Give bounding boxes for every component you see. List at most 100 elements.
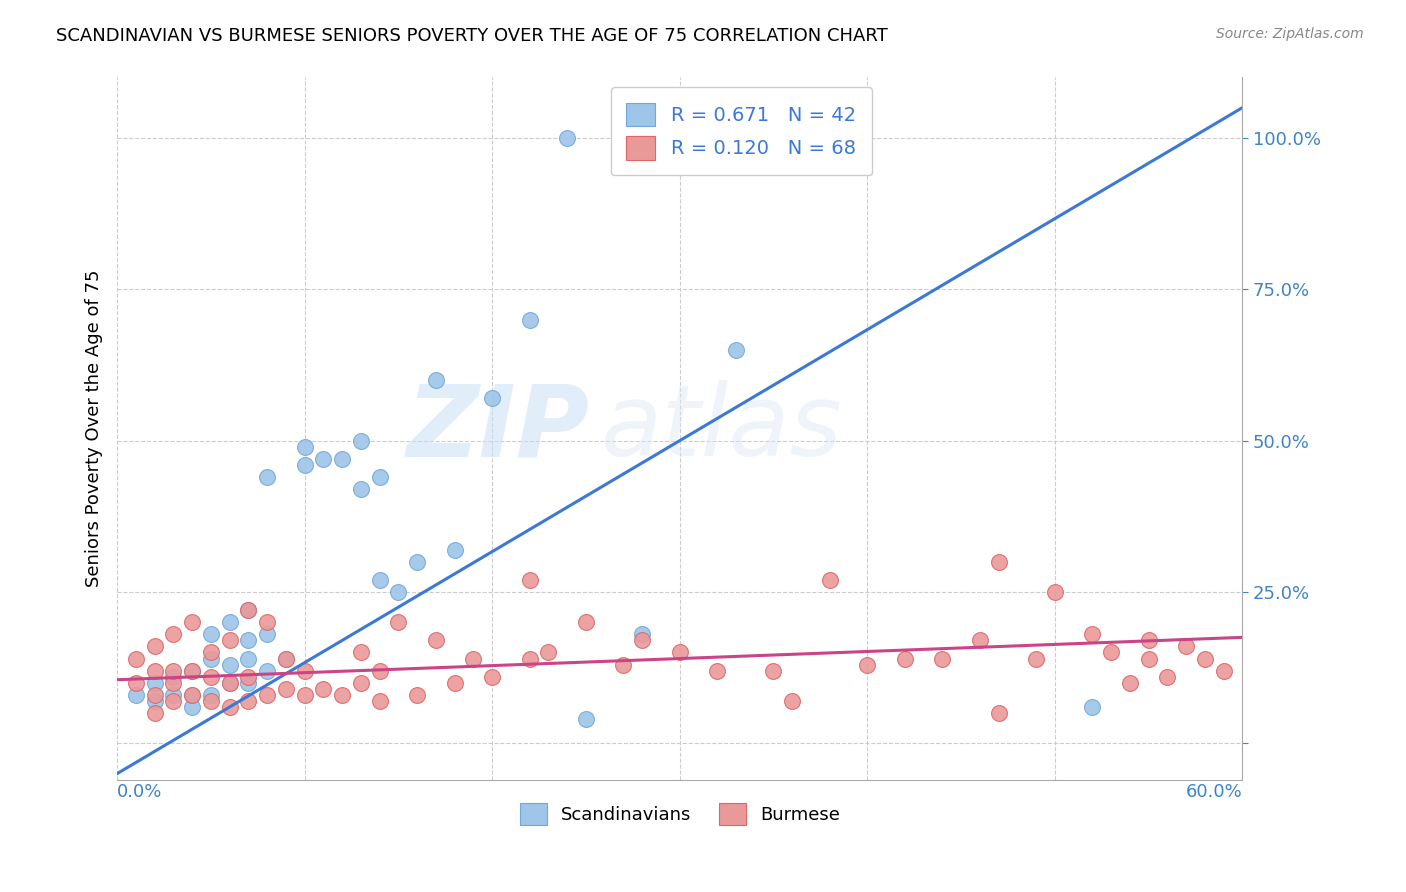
Point <box>218 633 240 648</box>
Point <box>368 573 391 587</box>
Point <box>200 627 222 641</box>
Point <box>387 585 409 599</box>
Point <box>143 640 166 654</box>
Point <box>256 688 278 702</box>
Point <box>762 664 785 678</box>
Point <box>330 688 353 702</box>
Point <box>200 670 222 684</box>
Point <box>125 688 148 702</box>
Point <box>350 482 373 496</box>
Point <box>481 670 503 684</box>
Point <box>143 664 166 678</box>
Text: SCANDINAVIAN VS BURMESE SENIORS POVERTY OVER THE AGE OF 75 CORRELATION CHART: SCANDINAVIAN VS BURMESE SENIORS POVERTY … <box>56 27 889 45</box>
Point <box>519 651 541 665</box>
Point <box>162 664 184 678</box>
Point <box>575 712 598 726</box>
Point <box>1194 651 1216 665</box>
Point <box>1099 645 1122 659</box>
Point <box>1081 700 1104 714</box>
Point <box>706 664 728 678</box>
Point <box>425 373 447 387</box>
Point <box>143 675 166 690</box>
Point <box>162 688 184 702</box>
Point <box>368 694 391 708</box>
Text: atlas: atlas <box>600 380 842 477</box>
Point <box>312 681 335 696</box>
Point <box>987 706 1010 720</box>
Point <box>856 657 879 672</box>
Point <box>350 675 373 690</box>
Point <box>238 603 260 617</box>
Point <box>238 675 260 690</box>
Point <box>238 633 260 648</box>
Point <box>425 633 447 648</box>
Point <box>969 633 991 648</box>
Point <box>1119 675 1142 690</box>
Legend: Scandinavians, Burmese: Scandinavians, Burmese <box>510 794 849 834</box>
Point <box>200 688 222 702</box>
Point <box>218 657 240 672</box>
Point <box>256 470 278 484</box>
Point <box>143 694 166 708</box>
Point <box>200 651 222 665</box>
Point <box>1043 585 1066 599</box>
Point <box>218 615 240 630</box>
Text: ZIP: ZIP <box>406 380 589 477</box>
Point <box>1137 633 1160 648</box>
Point <box>125 675 148 690</box>
Point <box>987 555 1010 569</box>
Point <box>519 573 541 587</box>
Point <box>668 645 690 659</box>
Point <box>162 670 184 684</box>
Point <box>443 675 465 690</box>
Point <box>612 657 634 672</box>
Point <box>350 645 373 659</box>
Text: 0.0%: 0.0% <box>117 782 163 801</box>
Point <box>294 440 316 454</box>
Point <box>200 694 222 708</box>
Point <box>181 664 204 678</box>
Point <box>631 627 654 641</box>
Point <box>406 688 429 702</box>
Point <box>181 664 204 678</box>
Point <box>330 451 353 466</box>
Point <box>218 675 240 690</box>
Point <box>519 312 541 326</box>
Point <box>143 706 166 720</box>
Point <box>181 688 204 702</box>
Point <box>238 694 260 708</box>
Point <box>724 343 747 357</box>
Point <box>893 651 915 665</box>
Point <box>368 470 391 484</box>
Point <box>387 615 409 630</box>
Point <box>256 664 278 678</box>
Point <box>274 681 297 696</box>
Point <box>481 391 503 405</box>
Point <box>256 615 278 630</box>
Point <box>274 651 297 665</box>
Point <box>162 694 184 708</box>
Point <box>181 700 204 714</box>
Point <box>218 675 240 690</box>
Point <box>575 615 598 630</box>
Point <box>1137 651 1160 665</box>
Point <box>1175 640 1198 654</box>
Y-axis label: Seniors Poverty Over the Age of 75: Seniors Poverty Over the Age of 75 <box>86 269 103 587</box>
Text: Source: ZipAtlas.com: Source: ZipAtlas.com <box>1216 27 1364 41</box>
Point <box>143 688 166 702</box>
Point <box>125 651 148 665</box>
Point <box>818 119 841 133</box>
Point <box>181 688 204 702</box>
Point <box>256 627 278 641</box>
Point <box>555 131 578 145</box>
Point <box>1081 627 1104 641</box>
Point <box>162 675 184 690</box>
Point <box>931 651 953 665</box>
Point <box>218 700 240 714</box>
Point <box>443 542 465 557</box>
Point <box>1025 651 1047 665</box>
Point <box>368 664 391 678</box>
Point <box>238 651 260 665</box>
Point <box>312 451 335 466</box>
Point <box>463 651 485 665</box>
